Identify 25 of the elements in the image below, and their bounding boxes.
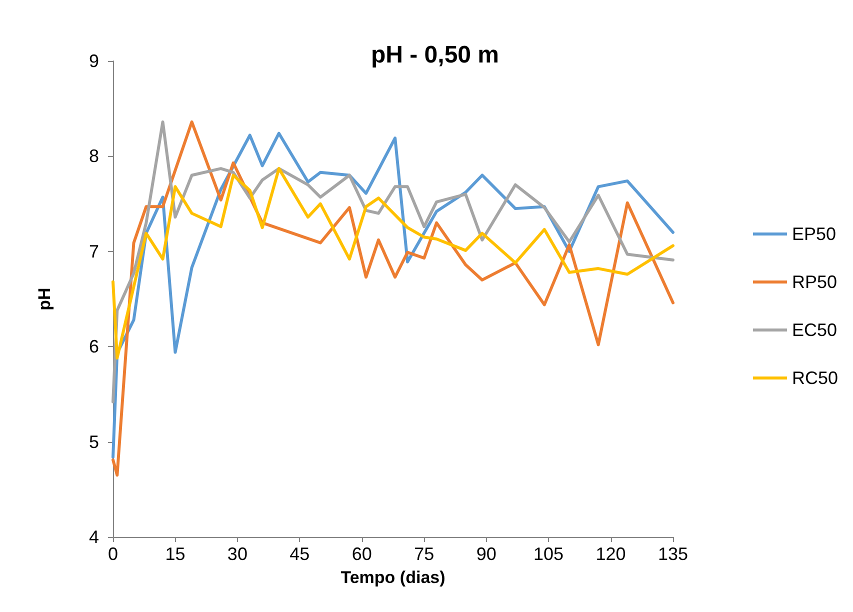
x-tick-label: 0 (108, 544, 118, 564)
y-tick-label: 7 (88, 241, 99, 262)
y-tick-label: 5 (88, 432, 99, 452)
legend-label: EP50 (792, 224, 836, 244)
y-tick-label: 9 (88, 51, 99, 71)
legend-label: RC50 (792, 368, 838, 388)
x-tick-label: 135 (658, 544, 688, 564)
line-series (112, 120, 674, 404)
x-tick-label: 15 (165, 544, 186, 564)
y-tick-label: 8 (88, 146, 99, 166)
y-axis-title: pH (35, 288, 54, 310)
line-series (112, 167, 674, 360)
legend-label: EC50 (792, 320, 838, 340)
x-tick-label: 120 (596, 544, 626, 564)
legend-label: RP50 (792, 272, 838, 292)
chart-title: pH - 0,50 m (370, 42, 500, 68)
y-tick-label: 4 (88, 527, 99, 547)
x-tick-label: 30 (227, 544, 248, 564)
x-tick-label: 45 (290, 544, 310, 564)
x-tick-label: 75 (414, 544, 434, 564)
x-tick-label: 105 (534, 544, 564, 564)
x-axis-title: Tempo (dias) (340, 568, 446, 587)
y-tick-label: 6 (88, 336, 99, 357)
x-tick-label: 90 (476, 544, 496, 564)
x-tick-label: 60 (352, 544, 372, 564)
